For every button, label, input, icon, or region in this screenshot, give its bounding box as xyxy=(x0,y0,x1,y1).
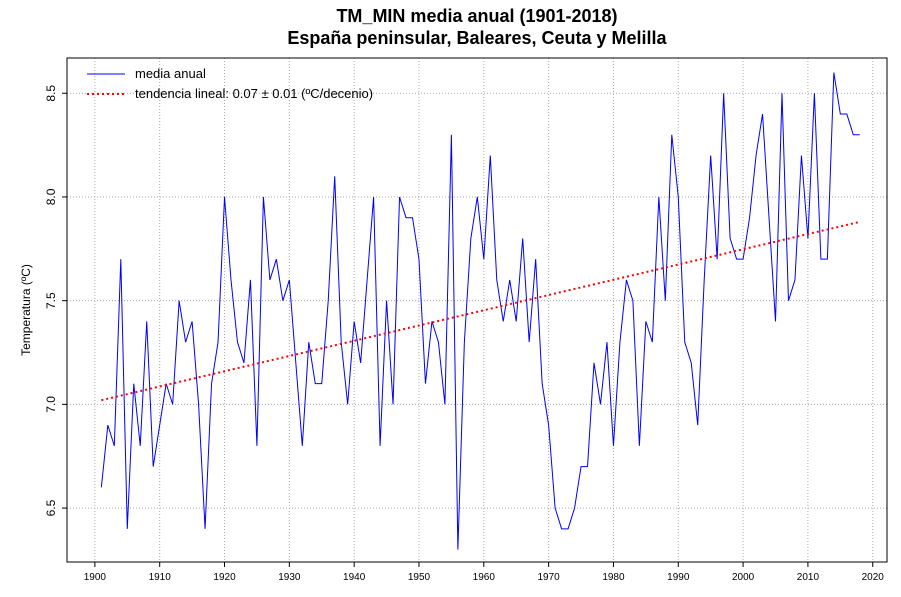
chart-subtitle: España peninsular, Baleares, Ceuta y Mel… xyxy=(287,28,667,48)
legend-label: tendencia lineal: 0.07 ± 0.01 (ºC/deceni… xyxy=(135,86,373,101)
series-line xyxy=(101,220,861,402)
x-tick-label: 1910 xyxy=(149,572,172,583)
legend-label: media anual xyxy=(135,66,206,81)
x-tick-label: 2020 xyxy=(862,572,885,583)
x-tick-label: 1940 xyxy=(343,572,366,583)
plot-border xyxy=(66,57,888,563)
y-tick-label: 7.0 xyxy=(44,396,58,413)
series-line xyxy=(100,72,860,550)
x-tick-label: 2000 xyxy=(732,572,755,583)
x-tick-label: 1980 xyxy=(602,572,625,583)
x-tick-label: 1930 xyxy=(278,572,301,583)
x-tick-label: 1920 xyxy=(213,572,236,583)
y-tick-label: 8.5 xyxy=(44,85,58,102)
x-tick-label: 2010 xyxy=(797,572,820,583)
x-tick-label: 1970 xyxy=(538,572,561,583)
y-axis-label: Temperatura (ºC) xyxy=(19,264,33,356)
y-tick-label: 6.5 xyxy=(44,499,58,516)
x-tick-label: 1950 xyxy=(408,572,431,583)
y-tick-label: 7.5 xyxy=(44,292,58,309)
x-tick-label: 1990 xyxy=(667,572,690,583)
x-tick-label: 1960 xyxy=(473,572,496,583)
x-tick-label: 1900 xyxy=(84,572,107,583)
y-tick-label: 8.0 xyxy=(44,188,58,205)
chart-title: TM_MIN media anual (1901-2018) xyxy=(336,6,617,26)
